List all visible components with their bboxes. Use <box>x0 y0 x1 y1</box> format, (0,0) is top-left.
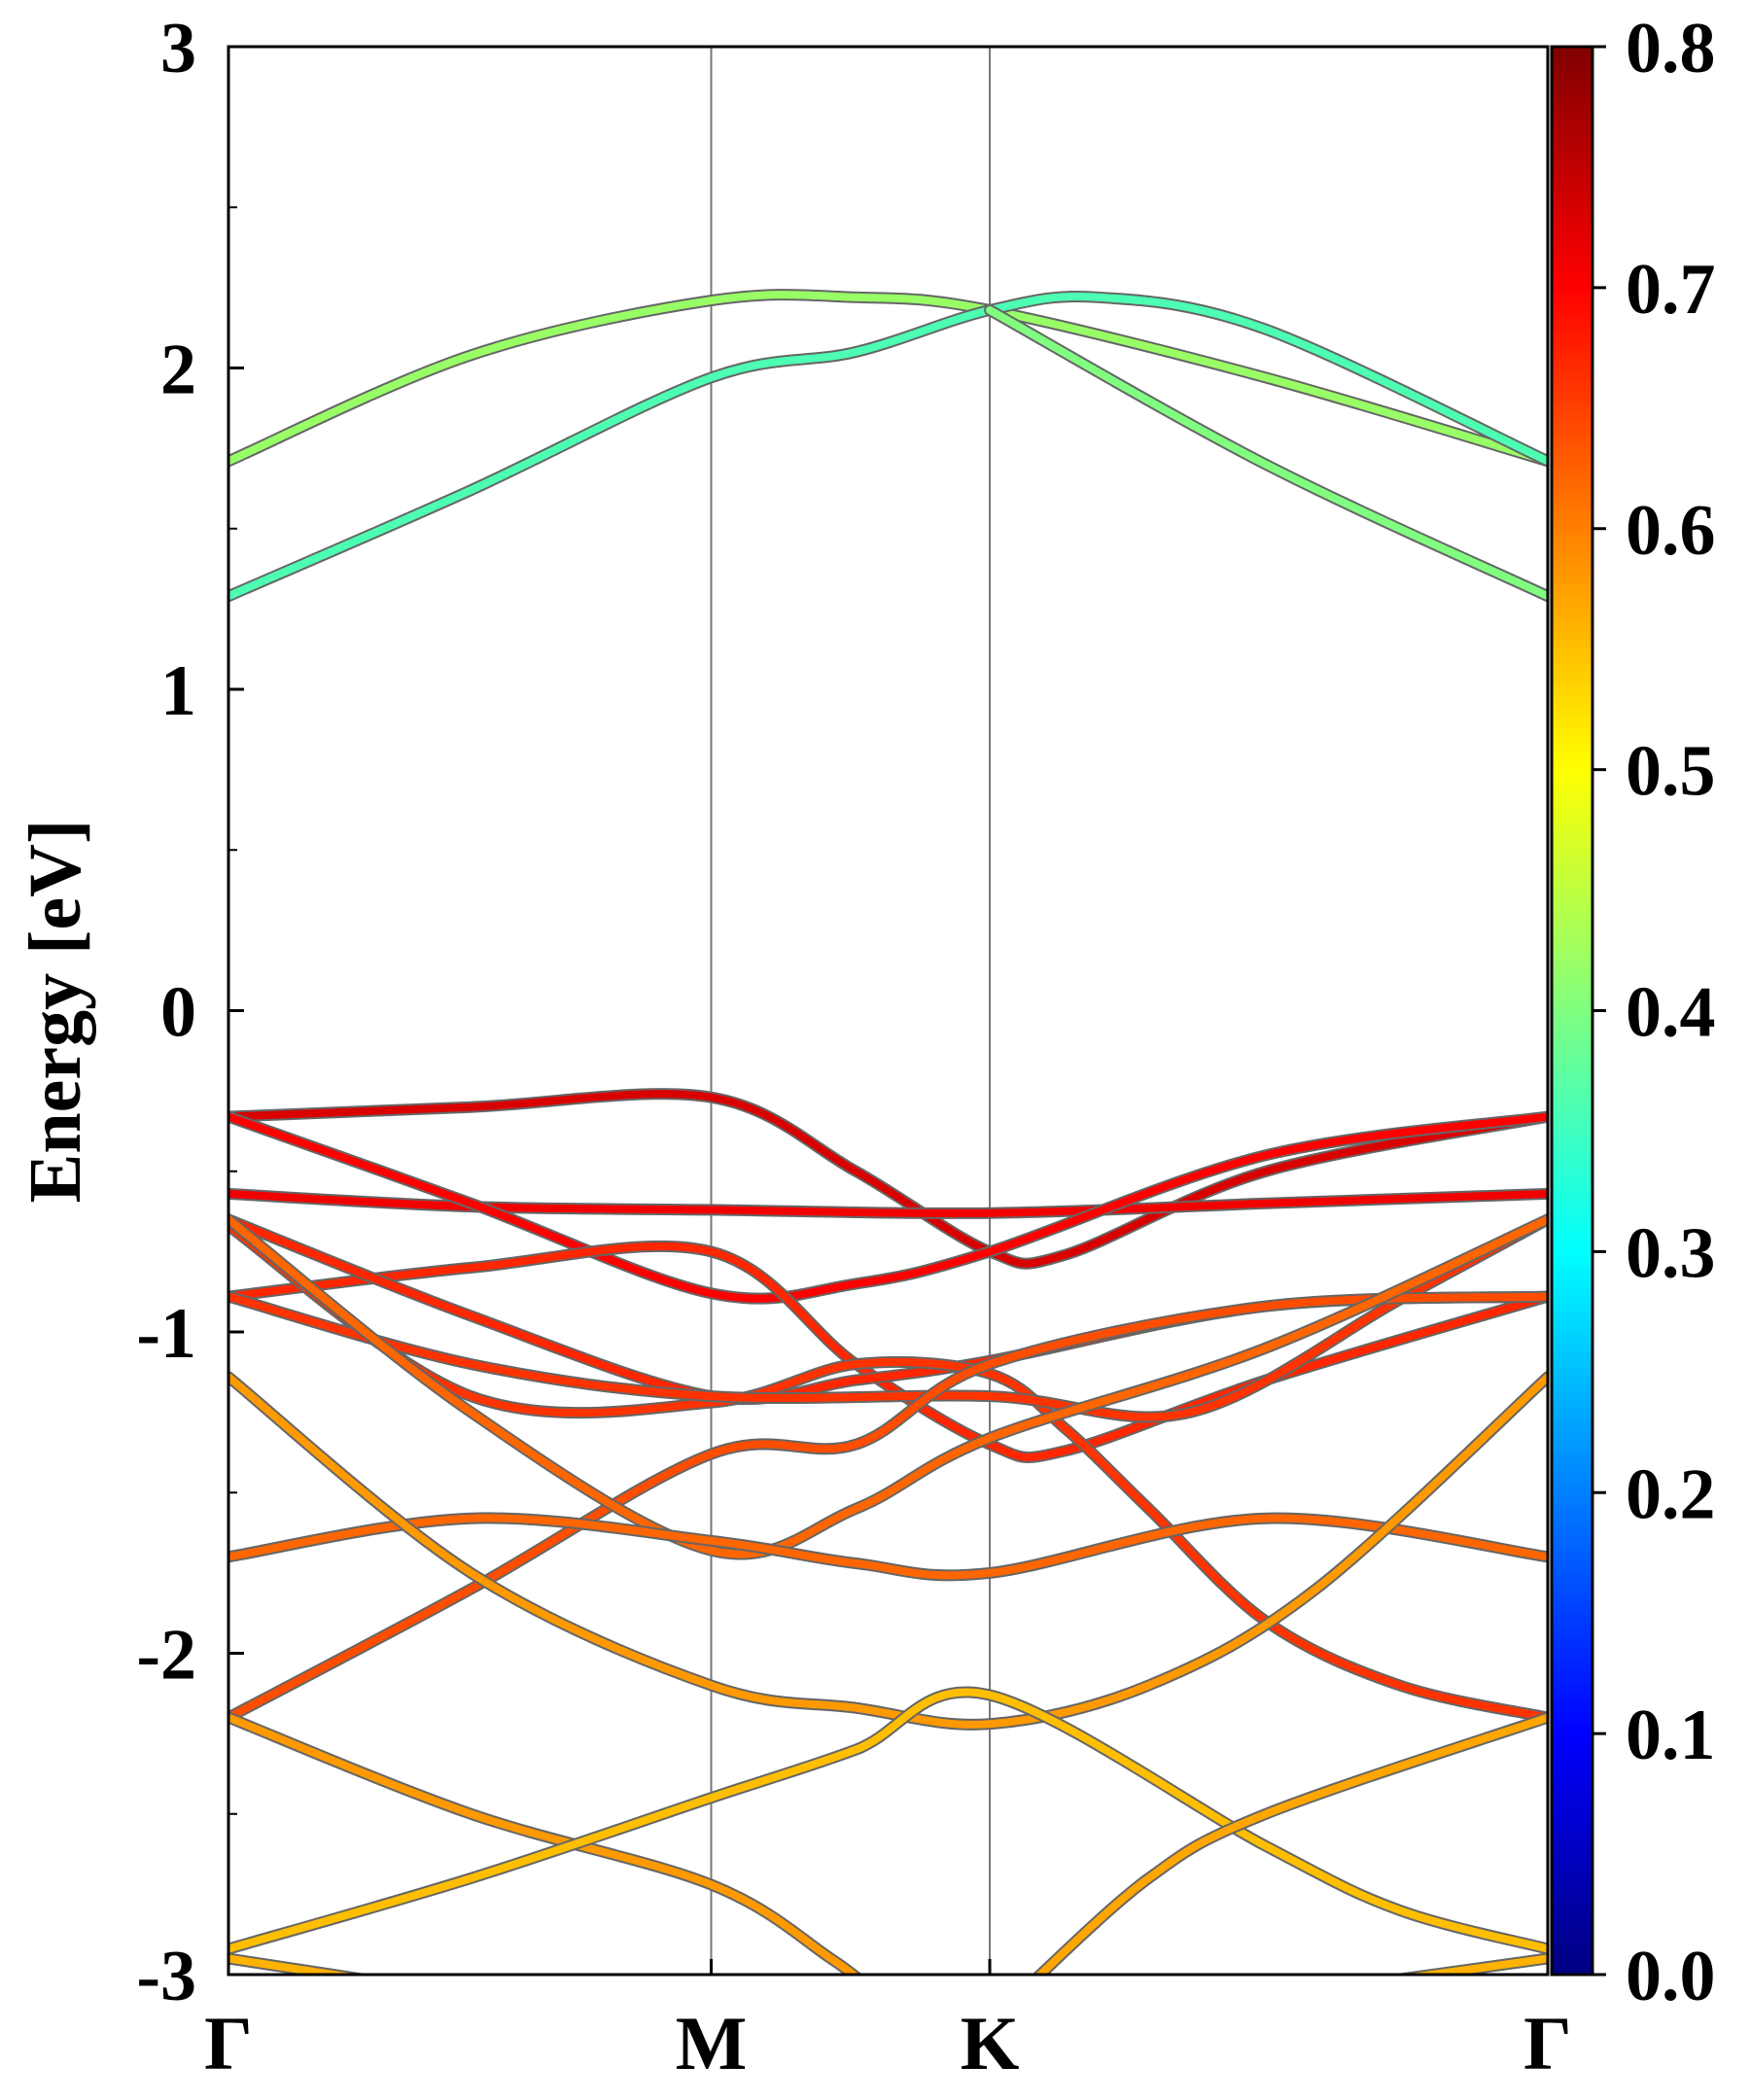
x-tick-label: Γ <box>1523 2001 1572 2085</box>
colorbar-tick-label: 0.5 <box>1626 732 1716 812</box>
band-line <box>228 1954 359 1975</box>
plot-frame <box>227 45 1550 1977</box>
band-outline <box>228 1088 1548 1270</box>
x-tick-label: K <box>961 2001 1020 2085</box>
band-line <box>228 1090 1548 1268</box>
x-tick-label: Γ <box>204 2001 253 2085</box>
colorbar-tick-label: 0.3 <box>1626 1213 1716 1293</box>
band-line <box>228 291 1548 466</box>
band-line <box>228 1514 1548 1580</box>
band-line <box>986 306 1548 601</box>
band-line <box>228 292 1548 601</box>
colorbar-axis: 0.0 0.1 0.2 0.3 0.4 0.5 0.6 0.7 0.8 <box>1592 9 1716 2016</box>
band-outline <box>228 289 1548 468</box>
band-line <box>228 1221 1548 1722</box>
y-tick-label: -2 <box>136 1616 196 1696</box>
y-axis: 3 2 1 0 -1 -2 -3 <box>136 9 244 2016</box>
x-tick-label: M <box>676 2001 748 2085</box>
band-lines <box>228 289 1548 1975</box>
band-line <box>228 1112 1548 1303</box>
y-tick-label: 2 <box>160 331 196 410</box>
colorbar-tick-label: 0.8 <box>1626 9 1716 88</box>
band-line <box>228 1215 1548 1421</box>
band-line <box>228 1713 860 1975</box>
band-line <box>1034 1713 1548 1975</box>
band-line <box>228 1189 1548 1217</box>
y-tick-label: 3 <box>160 9 196 88</box>
colorbar-tick-label: 0.0 <box>1626 1937 1716 2016</box>
colorbar-tick-label: 0.6 <box>1626 491 1716 571</box>
colorbar-tick-label: 0.1 <box>1626 1696 1716 1775</box>
colorbar <box>1550 45 1594 1977</box>
colorbar-tick-label: 0.4 <box>1626 973 1716 1053</box>
band-line <box>228 1292 1548 1722</box>
high-symmetry-lines <box>710 47 992 1975</box>
band-line <box>228 1688 1548 1953</box>
band-line <box>228 1373 1548 1729</box>
y-tick-label: 0 <box>160 973 196 1053</box>
colorbar-tick-label: 0.2 <box>1626 1454 1716 1534</box>
colorbar-tick-label: 0.7 <box>1626 250 1716 330</box>
y-tick-label: 1 <box>160 651 196 731</box>
y-axis-label: Energy [eV] <box>15 820 96 1204</box>
band-line <box>1403 1954 1548 1975</box>
y-tick-label: -3 <box>136 1937 196 2016</box>
band-outline <box>984 304 1548 603</box>
y-tick-label: -1 <box>136 1294 196 1374</box>
band-line <box>228 1215 1548 1558</box>
